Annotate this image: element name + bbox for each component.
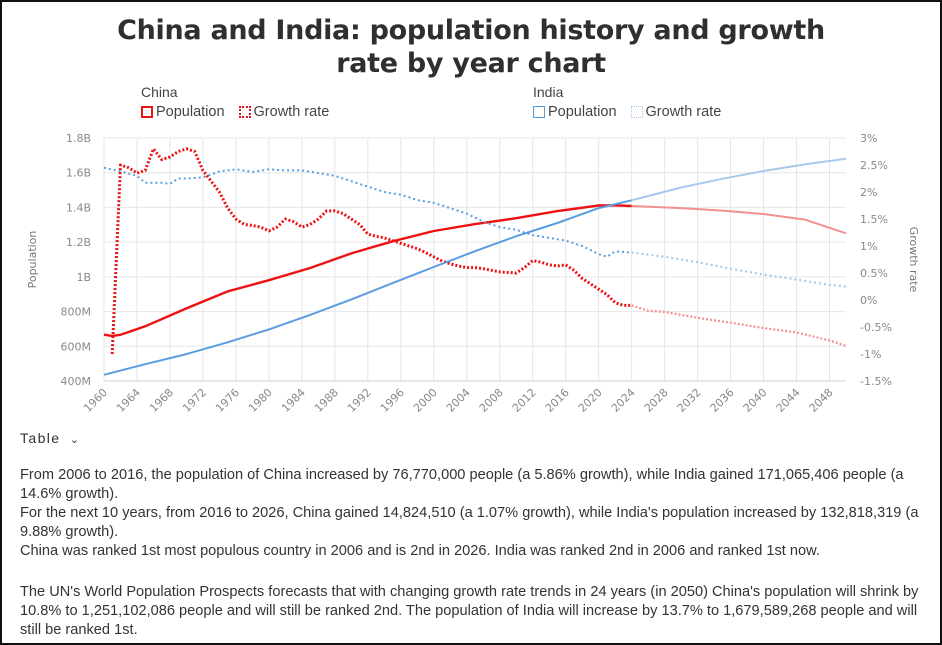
legend-label: Growth rate xyxy=(645,104,722,120)
y2-tick-label: -0.5% xyxy=(860,321,892,334)
india-population-swatch-icon xyxy=(533,106,545,118)
summary-paragraph-4: The UN's World Population Prospects fore… xyxy=(20,584,919,638)
x-tick-label: 1988 xyxy=(312,386,341,415)
x-tick-label: 2012 xyxy=(510,386,539,415)
y-tick-label: 1.4B xyxy=(66,201,91,214)
y-axis-title: Population xyxy=(26,231,39,289)
y2-tick-label: 1% xyxy=(860,240,877,253)
legend-label: Growth rate xyxy=(253,104,330,120)
x-tick-label: 1972 xyxy=(180,386,209,415)
china-population-swatch-icon xyxy=(141,106,153,118)
china-growth-swatch-icon xyxy=(238,106,251,118)
legend-india-growth-rate[interactable]: Growth rate xyxy=(630,104,722,120)
india-growth-rate-projection-line xyxy=(631,251,847,288)
legend-label: Population xyxy=(156,104,225,120)
chevron-down-icon: ⌄ xyxy=(69,434,81,446)
table-toggle-label: Table xyxy=(20,430,61,446)
grid xyxy=(103,137,846,382)
x-tick-label: 1976 xyxy=(213,386,242,415)
y2-tick-label: 0% xyxy=(860,294,877,307)
table-toggle-button[interactable]: Table ⌄ xyxy=(20,430,80,446)
x-tick-label: 1984 xyxy=(279,386,308,415)
axes: 400M 600M 800M 1B 1.2B 1.4B 1.6B 1.8B -1.5% -1% -0… xyxy=(26,132,920,415)
x-tick-label: 2004 xyxy=(444,386,473,415)
y2-tick-label: 2.5% xyxy=(860,159,888,172)
x-tick-label: 2028 xyxy=(642,386,671,415)
x-tick-label: 2048 xyxy=(807,386,836,415)
y2-axis-title: Growth rate xyxy=(907,227,920,293)
series-lines xyxy=(103,147,847,376)
y2-tick-label: 3% xyxy=(860,132,877,145)
india-population-projection-line xyxy=(631,157,847,202)
legend-india-population[interactable]: Population xyxy=(533,104,617,120)
legend-china-title: China xyxy=(141,84,178,100)
india-growth-rate-line xyxy=(103,166,632,258)
x-tick-label: 2044 xyxy=(774,386,803,415)
y2-tick-label: -1.5% xyxy=(860,375,892,388)
x-tick-label: 1964 xyxy=(114,386,143,415)
china-growth-rate-projection-line xyxy=(631,304,847,347)
legend-china-population[interactable]: Population xyxy=(141,104,225,120)
x-tick-label: 2036 xyxy=(708,386,737,415)
y-tick-label: 1B xyxy=(76,271,91,284)
legend-label: Population xyxy=(548,104,617,120)
x-tick-label: 2040 xyxy=(741,386,770,415)
legend-china: China Population Growth rate xyxy=(141,84,339,120)
china-growth-rate-line xyxy=(110,147,632,355)
x-tick-label: 2016 xyxy=(543,386,572,415)
summary-paragraph-1: From 2006 to 2016, the population of Chi… xyxy=(20,467,904,502)
x-tick-label: 2020 xyxy=(576,386,605,415)
x-tick-label: 2000 xyxy=(411,386,440,415)
y-tick-label: 600M xyxy=(61,340,92,353)
x-tick-label: 1960 xyxy=(81,386,110,415)
legend-india-title: India xyxy=(533,84,564,100)
population-chart: 400M 600M 800M 1B 1.2B 1.4B 1.6B 1.8B -1.5% -1% -0… xyxy=(26,132,920,415)
y2-tick-label: -1% xyxy=(860,348,881,361)
x-tick-label: 1996 xyxy=(378,386,407,415)
y-tick-label: 400M xyxy=(61,375,92,388)
y2-tick-label: 2% xyxy=(860,186,877,199)
y2-tick-label: 0.5% xyxy=(860,267,888,280)
y-tick-label: 1.8B xyxy=(66,132,91,145)
india-growth-swatch-icon xyxy=(630,106,643,118)
y-tick-label: 1.2B xyxy=(66,236,91,249)
x-tick-label: 2024 xyxy=(609,386,638,415)
x-tick-label: 1968 xyxy=(147,386,176,415)
y-tick-label: 800M xyxy=(61,306,92,319)
legend-india: India Population Growth rate xyxy=(533,84,731,120)
chart-title-line-1: China and India: population history and … xyxy=(117,15,825,46)
x-tick-label: 1980 xyxy=(246,386,275,415)
china-population-projection-line xyxy=(631,205,847,235)
y-tick-label: 1.6B xyxy=(66,167,91,180)
y2-tick-label: 1.5% xyxy=(860,213,888,226)
india-population-line xyxy=(103,199,632,376)
chart-title-line-2: rate by year chart xyxy=(336,48,606,79)
summary-paragraph-2: For the next 10 years, from 2016 to 2026… xyxy=(20,505,919,540)
china-population-line xyxy=(103,204,632,338)
x-tick-label: 1992 xyxy=(345,386,374,415)
x-tick-label: 2032 xyxy=(675,386,704,415)
legend-china-growth-rate[interactable]: Growth rate xyxy=(238,104,330,120)
summary-paragraph-3: China was ranked 1st most populous count… xyxy=(20,543,820,559)
x-tick-label: 2008 xyxy=(477,386,506,415)
